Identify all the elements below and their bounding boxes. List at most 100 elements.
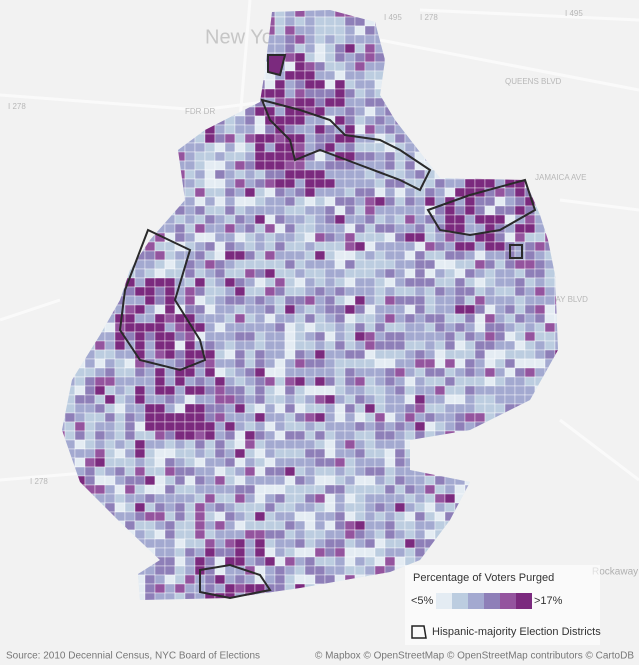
map-cell xyxy=(404,142,416,153)
map-cell xyxy=(454,367,466,378)
map-cell xyxy=(334,565,346,576)
map-cell xyxy=(374,286,386,297)
map-cell xyxy=(414,520,426,531)
map-cell xyxy=(454,421,466,432)
map-cell xyxy=(164,295,176,306)
map-cell xyxy=(344,448,356,459)
map-cell xyxy=(304,70,316,81)
map-cell xyxy=(294,520,306,531)
map-cell xyxy=(194,439,206,450)
map-cell xyxy=(284,520,296,531)
map-cell xyxy=(274,250,286,261)
map-cell xyxy=(334,277,346,288)
map-cell xyxy=(224,331,236,342)
map-cell xyxy=(284,376,296,387)
map-cell xyxy=(184,565,196,576)
map-cell xyxy=(304,331,316,342)
map-cell xyxy=(294,259,306,270)
map-cell xyxy=(104,385,116,396)
map-cell xyxy=(284,556,296,567)
map-cell xyxy=(474,349,486,360)
map-cell xyxy=(224,295,236,306)
map-cell xyxy=(244,124,256,135)
map-cell xyxy=(144,583,156,594)
map-cell xyxy=(194,430,206,441)
map-cell xyxy=(374,277,386,288)
map-cell xyxy=(314,349,326,360)
map-cell xyxy=(244,484,256,495)
map-cell xyxy=(324,142,336,153)
map-cell xyxy=(244,448,256,459)
map-cell xyxy=(74,421,86,432)
map-cell xyxy=(354,358,366,369)
map-cell xyxy=(304,25,316,36)
map-cell xyxy=(284,160,296,171)
map-cell xyxy=(174,394,186,405)
map-cell xyxy=(114,430,126,441)
map-cell xyxy=(484,349,496,360)
map-cell xyxy=(114,502,126,513)
map-cell xyxy=(404,169,416,180)
map-cell xyxy=(294,358,306,369)
map-cell xyxy=(404,529,416,540)
map-cell xyxy=(354,223,366,234)
map-cell xyxy=(144,466,156,477)
map-cell xyxy=(264,538,276,549)
map-cell xyxy=(214,169,226,180)
map-cell xyxy=(284,475,296,486)
map-cell xyxy=(144,511,156,522)
map-cell xyxy=(204,466,216,477)
map-cell xyxy=(354,565,366,576)
road-label: JAMAICA AVE xyxy=(535,173,586,182)
map-cell xyxy=(344,502,356,513)
map-cell xyxy=(304,160,316,171)
map-cell xyxy=(404,259,416,270)
map-cell xyxy=(284,394,296,405)
map-cell xyxy=(454,295,466,306)
map-cell xyxy=(204,205,216,216)
map-cell xyxy=(154,493,166,504)
map-cell xyxy=(454,223,466,234)
map-cell xyxy=(544,331,556,342)
map-cell xyxy=(214,124,226,135)
map-cell xyxy=(164,385,176,396)
map-cell xyxy=(394,205,406,216)
legend-swatch xyxy=(500,593,516,609)
map-cell xyxy=(384,430,396,441)
map-cell xyxy=(394,439,406,450)
map-cell xyxy=(104,493,116,504)
map-cell xyxy=(214,313,226,324)
map-cell xyxy=(254,151,266,162)
map-cell xyxy=(144,313,156,324)
map-cell xyxy=(274,502,286,513)
map-cell xyxy=(214,205,226,216)
map-cell xyxy=(174,439,186,450)
map-cell xyxy=(304,34,316,45)
map-cell xyxy=(284,43,296,54)
map-cell xyxy=(144,484,156,495)
map-cell xyxy=(334,250,346,261)
map-cell xyxy=(174,331,186,342)
map-cell xyxy=(324,457,336,468)
map-cell xyxy=(184,466,196,477)
map-cell xyxy=(304,484,316,495)
map-cell xyxy=(354,97,366,108)
map-cell xyxy=(504,304,516,315)
map-cell xyxy=(184,457,196,468)
map-cell xyxy=(344,214,356,225)
map-cell xyxy=(114,313,126,324)
map-cell xyxy=(184,430,196,441)
map-cell xyxy=(144,367,156,378)
map-cell xyxy=(454,286,466,297)
map-cell xyxy=(374,556,386,567)
map-cell xyxy=(134,295,146,306)
map-cell xyxy=(244,421,256,432)
map-cell xyxy=(274,268,286,279)
map-cell xyxy=(504,187,516,198)
map-cell xyxy=(284,304,296,315)
map-cell xyxy=(454,394,466,405)
map-cell xyxy=(264,412,276,423)
map-cell xyxy=(344,322,356,333)
map-cell xyxy=(84,376,96,387)
map-cell xyxy=(94,457,106,468)
